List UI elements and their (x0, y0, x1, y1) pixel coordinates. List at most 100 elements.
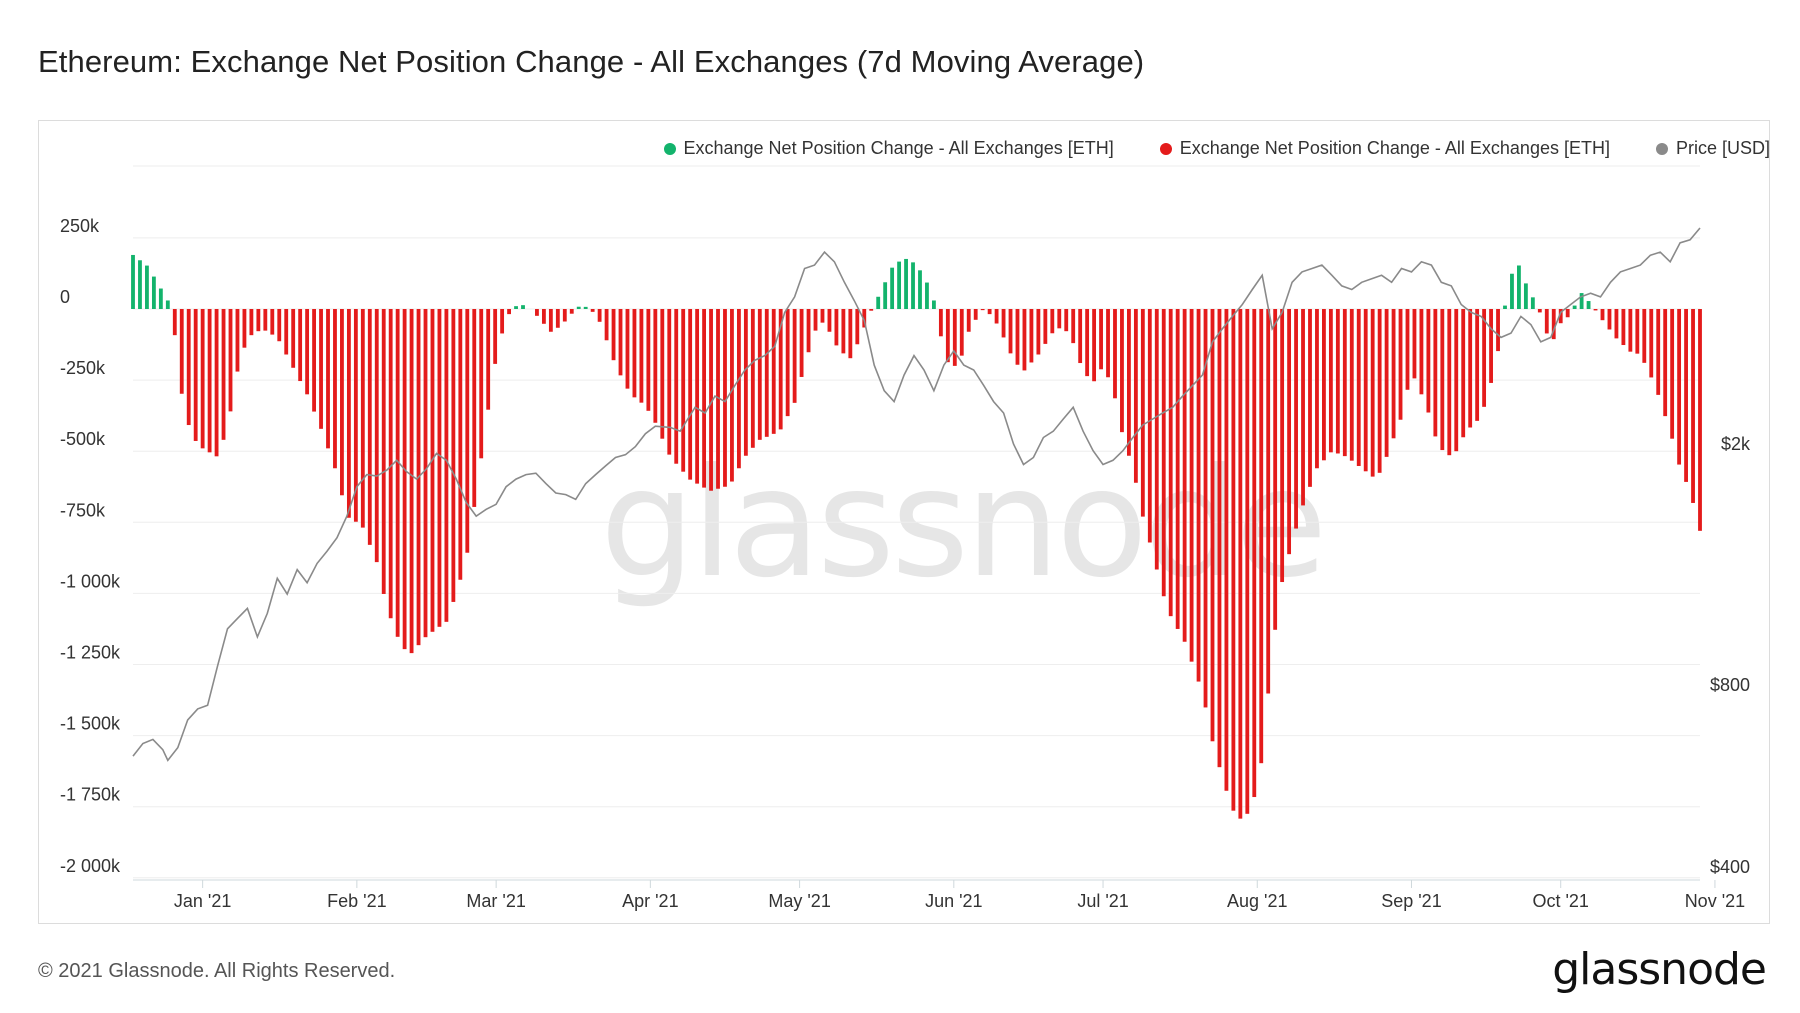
bar-outflow (395, 309, 400, 637)
x-tick-label: Mar '21 (466, 891, 525, 911)
bar-outflow (340, 309, 344, 496)
bar-outflow (1656, 309, 1661, 395)
bar-outflow (1147, 309, 1152, 543)
legend-label: Exchange Net Position Change - All Excha… (683, 138, 1114, 158)
bar-outflow (1113, 309, 1117, 399)
bar-outflow (1558, 309, 1563, 324)
bar-inflow (890, 267, 895, 309)
bar-outflow (1642, 309, 1647, 363)
bar-outflow (193, 309, 198, 441)
bar-outflow (959, 309, 964, 356)
glassnode-logo[interactable]: glassnode (1552, 944, 1767, 995)
bar-outflow (1544, 309, 1549, 334)
bar-outflow (277, 309, 282, 342)
bar-outflow (1308, 309, 1312, 487)
bar-outflow (465, 309, 470, 553)
bar-outflow (1231, 309, 1236, 811)
bar-outflow (1140, 309, 1145, 517)
bar-outflow (1628, 309, 1633, 352)
legend-marker-gray-icon (1655, 142, 1668, 155)
bar-outflow (1426, 309, 1431, 413)
bar-outflow (360, 309, 365, 528)
bar-outflow (479, 309, 484, 459)
bar-outflow (486, 309, 491, 410)
legend: Exchange Net Position Change - All Excha… (663, 138, 1770, 159)
bar-outflow (1440, 309, 1445, 451)
bar-outflow (1064, 309, 1069, 332)
bar-outflow (263, 309, 268, 331)
bar-outflow (1377, 309, 1382, 473)
bar-outflow (1057, 309, 1062, 329)
bar-outflow (200, 309, 205, 449)
bar-outflow (186, 309, 191, 426)
bar-outflow (1607, 309, 1612, 330)
bar-outflow (1238, 309, 1243, 819)
x-tick-label: Jul '21 (1077, 891, 1128, 911)
bar-inflow (1586, 301, 1591, 309)
bar-outflow (1078, 309, 1083, 364)
bar-outflow (1085, 309, 1090, 377)
bar-inflow (1530, 297, 1535, 309)
bar-inflow (1503, 305, 1507, 309)
bar-outflow (1363, 309, 1368, 472)
bar-outflow (1454, 309, 1459, 452)
bar-outflow (757, 309, 762, 440)
bar-outflow (437, 309, 442, 627)
bar-outflow (451, 309, 456, 602)
bar-inflow (165, 300, 170, 309)
bar-outflow (980, 309, 985, 311)
bar-outflow (1196, 309, 1201, 682)
bar-outflow (813, 309, 818, 331)
bar-outflow (1266, 309, 1271, 694)
legend-item-inflow[interactable]: Exchange Net Position Change - All Excha… (663, 138, 1114, 159)
bar-outflow (541, 309, 546, 324)
bar-outflow (820, 309, 825, 323)
bar-outflow (1677, 309, 1682, 465)
bar-outflow (709, 309, 713, 491)
bar-outflow (646, 309, 651, 411)
legend-item-price[interactable]: Price [USD] (1655, 138, 1770, 159)
y-left-tick-label: -1 750k (60, 785, 121, 805)
bar-outflow (1551, 309, 1556, 340)
bar-outflow (1120, 309, 1124, 433)
bar-outflow (869, 309, 874, 311)
bar-outflow (1127, 309, 1131, 456)
bar-outflow (444, 309, 449, 622)
bar-outflow (1447, 309, 1452, 456)
bar-inflow (876, 296, 881, 309)
bar-outflow (381, 309, 386, 594)
y-right-tick-label: $400 (1710, 857, 1750, 877)
bar-outflow (305, 309, 310, 395)
x-tick-label: Sep '21 (1381, 891, 1442, 911)
bar-outflow (458, 309, 463, 580)
bar-outflow (862, 309, 867, 328)
x-tick-label: Apr '21 (622, 891, 678, 911)
price-line (132, 227, 1701, 762)
bar-outflow (1565, 309, 1570, 318)
bar-outflow (1593, 309, 1598, 311)
bar-outflow (374, 309, 379, 563)
bar-outflow (806, 309, 811, 353)
bar-outflow (1489, 309, 1493, 383)
bar-outflow (771, 309, 776, 434)
bar-outflow (827, 309, 832, 332)
bar-outflow (500, 309, 505, 334)
bar-outflow (1259, 309, 1264, 764)
bar-outflow (994, 309, 999, 324)
legend-item-outflow[interactable]: Exchange Net Position Change - All Excha… (1159, 138, 1610, 159)
bar-outflow (1175, 309, 1180, 629)
bar-inflow (883, 282, 888, 309)
bar-outflow (235, 309, 240, 372)
bar-outflow (1203, 309, 1208, 708)
bar-outflow (367, 309, 372, 545)
y-left-tick-label: -2 000k (60, 856, 121, 876)
bar-outflow (653, 309, 658, 423)
bar-outflow (1370, 309, 1375, 477)
bar-outflow (507, 309, 511, 315)
bar-outflow (1022, 309, 1027, 371)
bar-outflow (319, 309, 323, 429)
bar-outflow (1614, 309, 1619, 339)
bar-outflow (841, 309, 846, 354)
bar-outflow (493, 309, 498, 364)
bar-outflow (1252, 309, 1257, 798)
